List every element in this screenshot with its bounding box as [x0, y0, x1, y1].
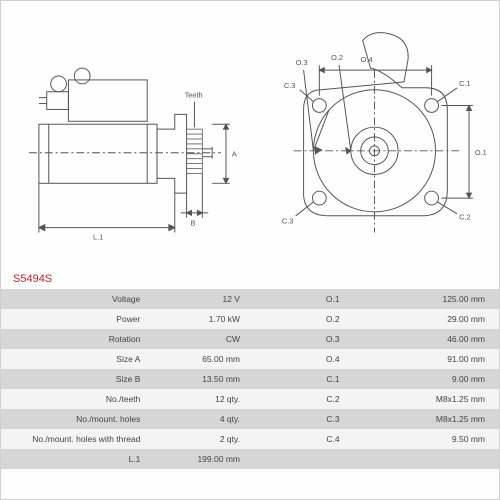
spec-value-left: 199.00 mm	[150, 449, 250, 469]
spec-value-left: 12 qty.	[150, 389, 250, 409]
dim-l1-label: L.1	[93, 232, 103, 241]
spec-label-left: Size B	[1, 369, 150, 389]
spec-label-right: O.4	[250, 349, 350, 369]
spec-row: No./mount. holes4 qty.C.3M8x1.25 mm	[1, 409, 499, 429]
spec-row: No./teeth12 qty.C.2M8x1.25 mm	[1, 389, 499, 409]
spec-label-right: C.3	[250, 409, 350, 429]
spec-label-right: C.4	[250, 429, 350, 449]
spec-label-right: O.2	[250, 309, 350, 329]
spec-label-right: C.2	[250, 389, 350, 409]
teeth-label: Teeth	[185, 91, 203, 100]
spec-value-right: M8x1.25 mm	[350, 389, 499, 409]
spec-value-left: 12 V	[150, 289, 250, 309]
dim-b-label: B	[191, 219, 196, 228]
dim-o2-label: O.2	[331, 53, 343, 62]
spec-label-left: Size A	[1, 349, 150, 369]
spec-value-right: 125.00 mm	[350, 289, 499, 309]
spec-label-right: O.3	[250, 329, 350, 349]
side-view-drawing: L.1 B A Teeth	[7, 11, 248, 267]
dim-a-label: A	[232, 150, 237, 159]
spec-value-right: 91.00 mm	[350, 349, 499, 369]
spec-value-left: CW	[150, 329, 250, 349]
spec-value-right: 29.00 mm	[350, 309, 499, 329]
spec-row: Voltage12 VO.1125.00 mm	[1, 289, 499, 309]
technical-drawings: L.1 B A Teeth	[1, 1, 499, 271]
spec-row: No./mount. holes with thread2 qty.C.49.5…	[1, 429, 499, 449]
spec-value-left: 2 qty.	[150, 429, 250, 449]
spec-sheet: L.1 B A Teeth	[0, 0, 500, 500]
dim-o1-label: O.1	[475, 148, 487, 157]
spec-label-left: No./mount. holes with thread	[1, 429, 150, 449]
spec-label-right: C.1	[250, 369, 350, 389]
spec-value-right	[350, 449, 499, 469]
spec-value-left: 13.50 mm	[150, 369, 250, 389]
spec-value-right: 9.00 mm	[350, 369, 499, 389]
spec-label-left: No./mount. holes	[1, 409, 150, 429]
spec-row: Power1.70 kWO.229.00 mm	[1, 309, 499, 329]
spec-value-right: 46.00 mm	[350, 329, 499, 349]
dim-c2-label: C.2	[459, 213, 470, 222]
spec-label-right: O.1	[250, 289, 350, 309]
spec-label-left: No./teeth	[1, 389, 150, 409]
spec-row: L.1199.00 mm	[1, 449, 499, 469]
spec-label-left: Rotation	[1, 329, 150, 349]
spec-table: Voltage12 VO.1125.00 mmPower1.70 kWO.229…	[1, 289, 499, 469]
spec-value-right: M8x1.25 mm	[350, 409, 499, 429]
spec-value-right: 9.50 mm	[350, 429, 499, 449]
dim-c3-label-tl: C.3	[284, 81, 295, 90]
dim-c1-label: C.1	[459, 79, 470, 88]
spec-row: RotationCWO.346.00 mm	[1, 329, 499, 349]
dim-o3-label: O.3	[296, 58, 308, 67]
spec-label-right	[250, 449, 350, 469]
spec-value-left: 4 qty.	[150, 409, 250, 429]
front-view-drawing: O.4 O.3 O.2 O.1 C.1 C.2 C.3 C.3	[252, 11, 493, 267]
spec-label-left: L.1	[1, 449, 150, 469]
dim-o4-label: O.4	[361, 55, 373, 64]
dim-c3-label-bl: C.3	[282, 217, 293, 226]
spec-value-left: 65.00 mm	[150, 349, 250, 369]
spec-row: Size B13.50 mmC.19.00 mm	[1, 369, 499, 389]
spec-label-left: Power	[1, 309, 150, 329]
spec-value-left: 1.70 kW	[150, 309, 250, 329]
spec-label-left: Voltage	[1, 289, 150, 309]
spec-row: Size A65.00 mmO.491.00 mm	[1, 349, 499, 369]
part-number: S5494S	[1, 271, 499, 289]
